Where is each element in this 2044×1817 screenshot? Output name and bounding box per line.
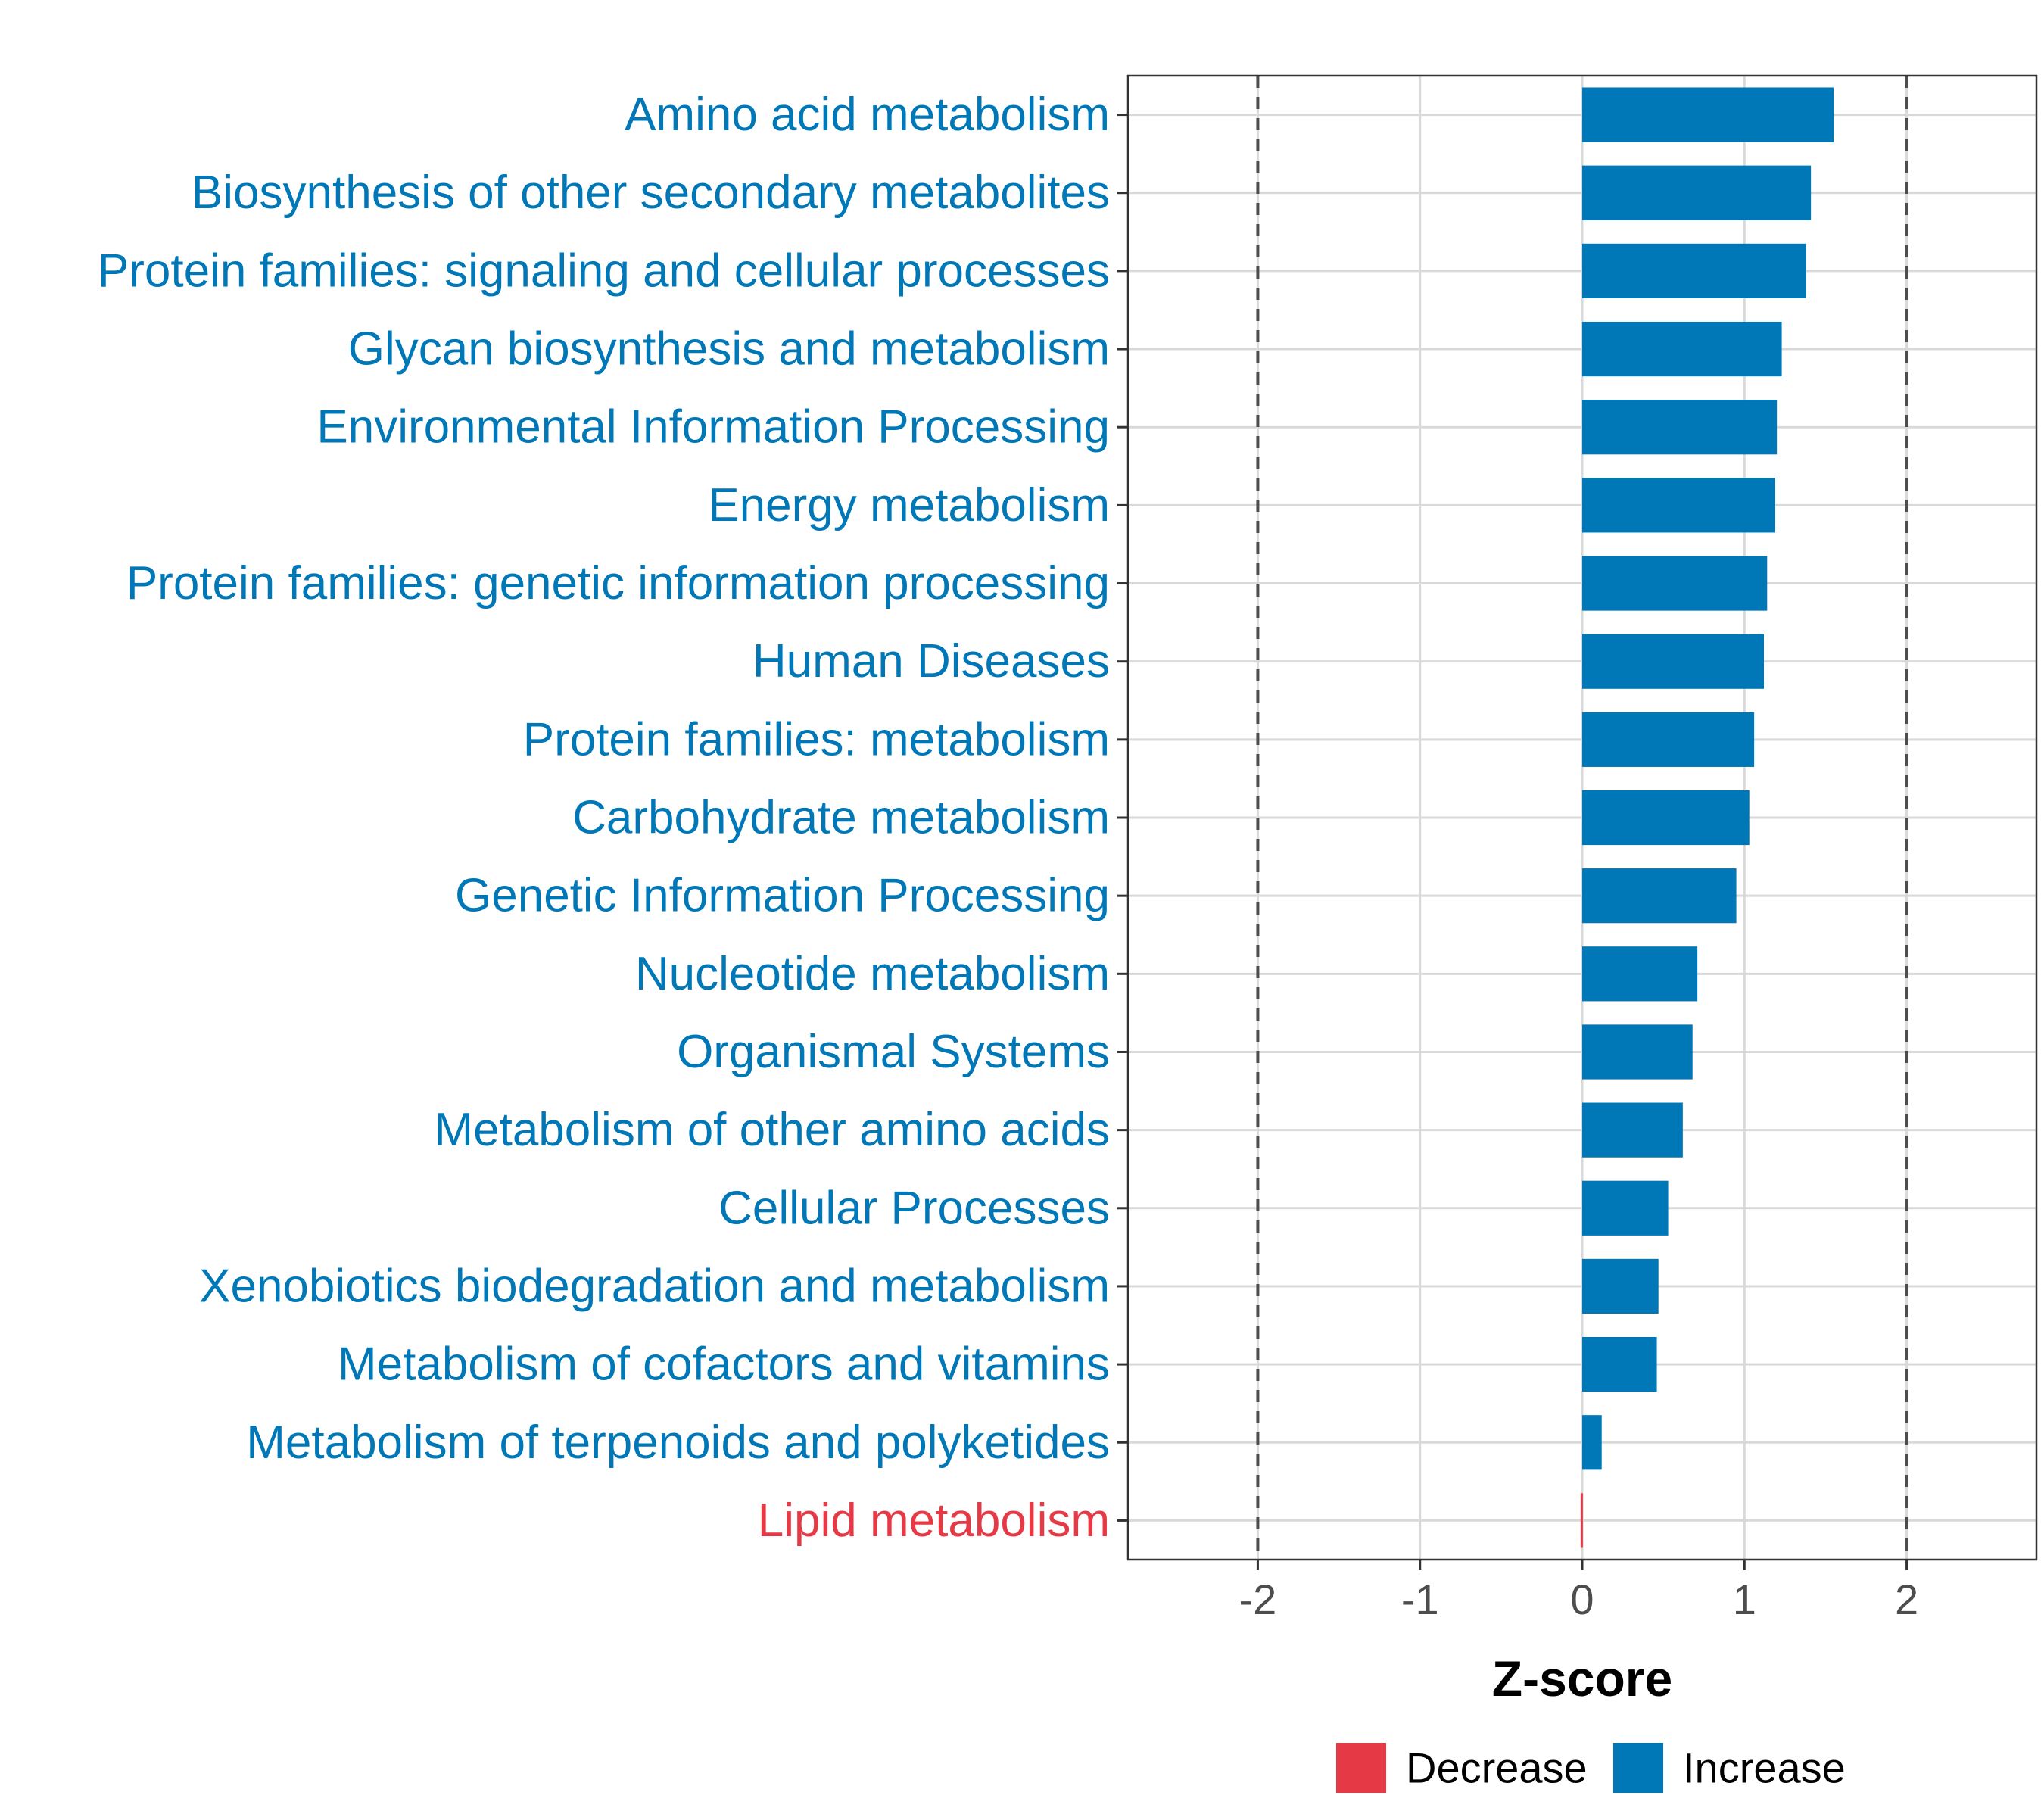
category-label: Genetic Information Processing bbox=[455, 870, 1110, 922]
bar bbox=[1582, 165, 1812, 220]
bars bbox=[1580, 87, 1834, 1548]
category-label: Metabolism of terpenoids and polyketides bbox=[246, 1417, 1110, 1469]
x-axis-ticks: -2 -1 0 1 2 bbox=[1239, 1560, 1918, 1623]
reference-lines bbox=[1256, 76, 1908, 1560]
bar bbox=[1582, 400, 1778, 455]
legend-label: Decrease bbox=[1406, 1744, 1588, 1792]
bar bbox=[1582, 1415, 1602, 1470]
category-label: Xenobiotics biodegradation and metabolis… bbox=[199, 1260, 1110, 1312]
category-label: Cellular Processes bbox=[718, 1182, 1110, 1234]
category-label: Protein families: metabolism bbox=[523, 713, 1110, 765]
y-axis-ticks bbox=[1117, 114, 1128, 1522]
category-label: Human Diseases bbox=[752, 635, 1110, 687]
category-label: Protein families: signaling and cellular… bbox=[98, 245, 1110, 297]
category-label: Metabolism of cofactors and vitamins bbox=[338, 1339, 1110, 1391]
category-label: Biosynthesis of other secondary metaboli… bbox=[192, 167, 1110, 219]
legend-swatch bbox=[1336, 1743, 1386, 1793]
bar bbox=[1582, 478, 1775, 533]
x-axis-title: Z-score bbox=[1492, 1650, 1672, 1706]
bar bbox=[1582, 712, 1755, 767]
category-label: Environmental Information Processing bbox=[316, 401, 1110, 453]
bar bbox=[1582, 868, 1737, 924]
category-label: Energy metabolism bbox=[708, 479, 1110, 531]
bar bbox=[1582, 1180, 1669, 1236]
legend: Decrease Increase bbox=[1336, 1743, 1846, 1793]
x-tick-label: 0 bbox=[1570, 1575, 1594, 1623]
category-label: Nucleotide metabolism bbox=[635, 948, 1110, 1000]
category-label: Glycan biosynthesis and metabolism bbox=[348, 323, 1110, 376]
bar bbox=[1582, 321, 1782, 377]
bar bbox=[1582, 1024, 1693, 1080]
bar bbox=[1582, 1258, 1659, 1314]
bar bbox=[1582, 243, 1806, 298]
category-label: Protein families: genetic information pr… bbox=[126, 557, 1110, 609]
x-tick-label: -2 bbox=[1239, 1575, 1277, 1623]
x-tick-label: 2 bbox=[1895, 1575, 1918, 1623]
bar bbox=[1582, 790, 1750, 846]
bar bbox=[1582, 1102, 1683, 1158]
bar bbox=[1582, 1337, 1657, 1392]
bar bbox=[1582, 946, 1698, 1002]
x-tick-label: -1 bbox=[1401, 1575, 1439, 1623]
legend-label: Increase bbox=[1683, 1744, 1846, 1792]
category-label: Amino acid metabolism bbox=[625, 89, 1110, 141]
category-label: Carbohydrate metabolism bbox=[572, 792, 1110, 844]
x-tick-label: 1 bbox=[1733, 1575, 1756, 1623]
bar bbox=[1582, 87, 1834, 142]
category-label: Organismal Systems bbox=[677, 1026, 1110, 1078]
legend-swatch bbox=[1613, 1743, 1663, 1793]
bar bbox=[1582, 556, 1768, 611]
bar bbox=[1580, 1493, 1583, 1548]
category-label: Metabolism of other amino acids bbox=[434, 1104, 1110, 1156]
category-label: Lipid metabolism bbox=[758, 1494, 1110, 1547]
bar bbox=[1582, 634, 1764, 689]
category-labels: Amino acid metabolism Biosynthesis of oth… bbox=[98, 89, 1110, 1547]
